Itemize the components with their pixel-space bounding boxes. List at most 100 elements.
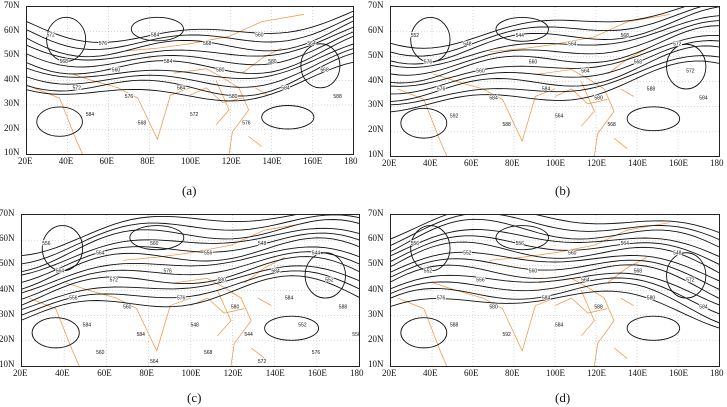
contour-line (391, 7, 686, 49)
contour-map: 572 576 584 568 560 564 568 560 584 580 580 568 572 5… (27, 7, 353, 154)
contour-label: 568 (634, 268, 643, 274)
panel-label: (d) (555, 390, 571, 405)
contour-closed (626, 106, 681, 132)
contour-line (391, 215, 719, 246)
coastline (124, 14, 305, 52)
panel-label: (c) (187, 390, 202, 405)
contour-label: 584 (699, 95, 708, 101)
lon-tick-label: 20E (382, 158, 397, 168)
panel-label: (b) (555, 183, 571, 198)
lon-tick-label: 40E (423, 158, 438, 168)
contour-label: 556 (204, 250, 213, 256)
lat-tick-label: 70N (4, 0, 20, 10)
contour-label: 584 (83, 323, 92, 329)
map-plot: 556 552 556 560 564 548 552 556 560 564 568 572 576 5… (390, 214, 720, 367)
contour-label: 584 (86, 112, 95, 118)
contour-line (391, 264, 719, 299)
lat-tick-label: 70N (368, 0, 384, 10)
contour-label: 584 (281, 85, 290, 91)
contour-label: 584 (177, 85, 186, 91)
coastline (554, 290, 608, 337)
coastline (241, 47, 282, 147)
lat-tick-label: 70N (368, 208, 384, 218)
contour-line (391, 60, 719, 113)
lat-tick-label: 50N (368, 258, 384, 269)
contour-line (391, 277, 719, 315)
contour-label: 588 (503, 122, 512, 128)
contour-label: 564 (150, 359, 159, 365)
lat-tick-label: 40N (0, 283, 15, 294)
coastline (538, 69, 615, 156)
lat-tick-label: 20N (368, 124, 384, 135)
contour-line (22, 237, 359, 290)
contour-line (391, 15, 719, 68)
lat-tick-label: 10N (0, 359, 15, 369)
contour-line (22, 215, 297, 257)
contour-line (27, 10, 353, 43)
contour-label: 556 (516, 241, 525, 247)
contour-label: 576 (312, 350, 321, 356)
lat-tick-label: 50N (4, 49, 20, 59)
lon-tick-label: 40E (423, 368, 438, 378)
coastline (123, 222, 309, 261)
contour-closed (46, 16, 87, 62)
contour-label: 568 (608, 122, 617, 128)
contour-label: 576 (242, 121, 251, 127)
contour-closed (300, 43, 341, 89)
contour-closed (261, 105, 315, 130)
coastline (173, 68, 250, 154)
lon-tick-label: 160E (669, 158, 688, 168)
contour-label: 556 (352, 332, 359, 338)
contour-label: 576 (177, 296, 186, 302)
lat-tick-label: 10N (368, 149, 384, 159)
contour-line (22, 246, 359, 294)
contour-line (27, 20, 353, 58)
lat-tick-label: 10N (4, 147, 20, 157)
contour-label: 552 (424, 268, 433, 274)
contour-line (391, 7, 719, 65)
contour-label: 552 (298, 323, 307, 329)
lat-tick-label: 50N (0, 258, 15, 269)
contour-label: 580 (268, 59, 277, 65)
contour-label: 568 (204, 350, 213, 356)
contour-closed (130, 16, 184, 42)
lat-tick-label: 20N (4, 122, 20, 133)
contour-label: 584 (542, 296, 551, 302)
contour-label: 560 (568, 250, 577, 256)
lon-tick-label: 80E (139, 368, 154, 378)
contour-closed (495, 16, 549, 42)
lon-tick-label: 60E (464, 158, 479, 168)
contour-label: 572 (110, 277, 119, 283)
lon-tick-label: 100E (546, 368, 565, 378)
coastline (397, 88, 448, 156)
coastline (28, 297, 80, 366)
contour-closed (666, 252, 707, 299)
contour-label: 576 (424, 60, 433, 66)
coastline (189, 80, 243, 125)
contour-label: 572 (258, 359, 267, 365)
lon-tick-label: 80E (505, 158, 520, 168)
contour-map: 556 552 556 560 564 548 552 556 560 564 568 572 576 5… (391, 215, 719, 366)
contour-closed (495, 225, 549, 251)
contour-label: 580 (647, 296, 656, 302)
contour-label: 548 (191, 323, 200, 329)
lon-tick-label: 120E (587, 158, 606, 168)
lat-tick-label: 20N (0, 333, 15, 344)
contour-line (22, 265, 359, 310)
contour-label: 552 (463, 250, 472, 256)
lon-tick-label: 40E (55, 368, 70, 378)
contour-label: 560 (96, 350, 105, 356)
lon-tick-label: 40E (58, 156, 74, 166)
contour-line (27, 61, 353, 102)
contour-label: 560 (529, 60, 538, 66)
contour-line (391, 34, 719, 87)
contour-label: 584 (164, 59, 173, 65)
contour-closed (31, 317, 80, 349)
contour-line (27, 35, 353, 75)
contour-label: 580 (218, 277, 227, 283)
contour-label: 560 (150, 241, 159, 247)
contour-map: 552 548 544 564 568 572 576 560 560 564 568 572 576 5… (391, 7, 719, 156)
lon-tick-label: 160E (669, 368, 688, 378)
contour-closed (129, 225, 185, 251)
contour-label: 568 (138, 121, 147, 127)
